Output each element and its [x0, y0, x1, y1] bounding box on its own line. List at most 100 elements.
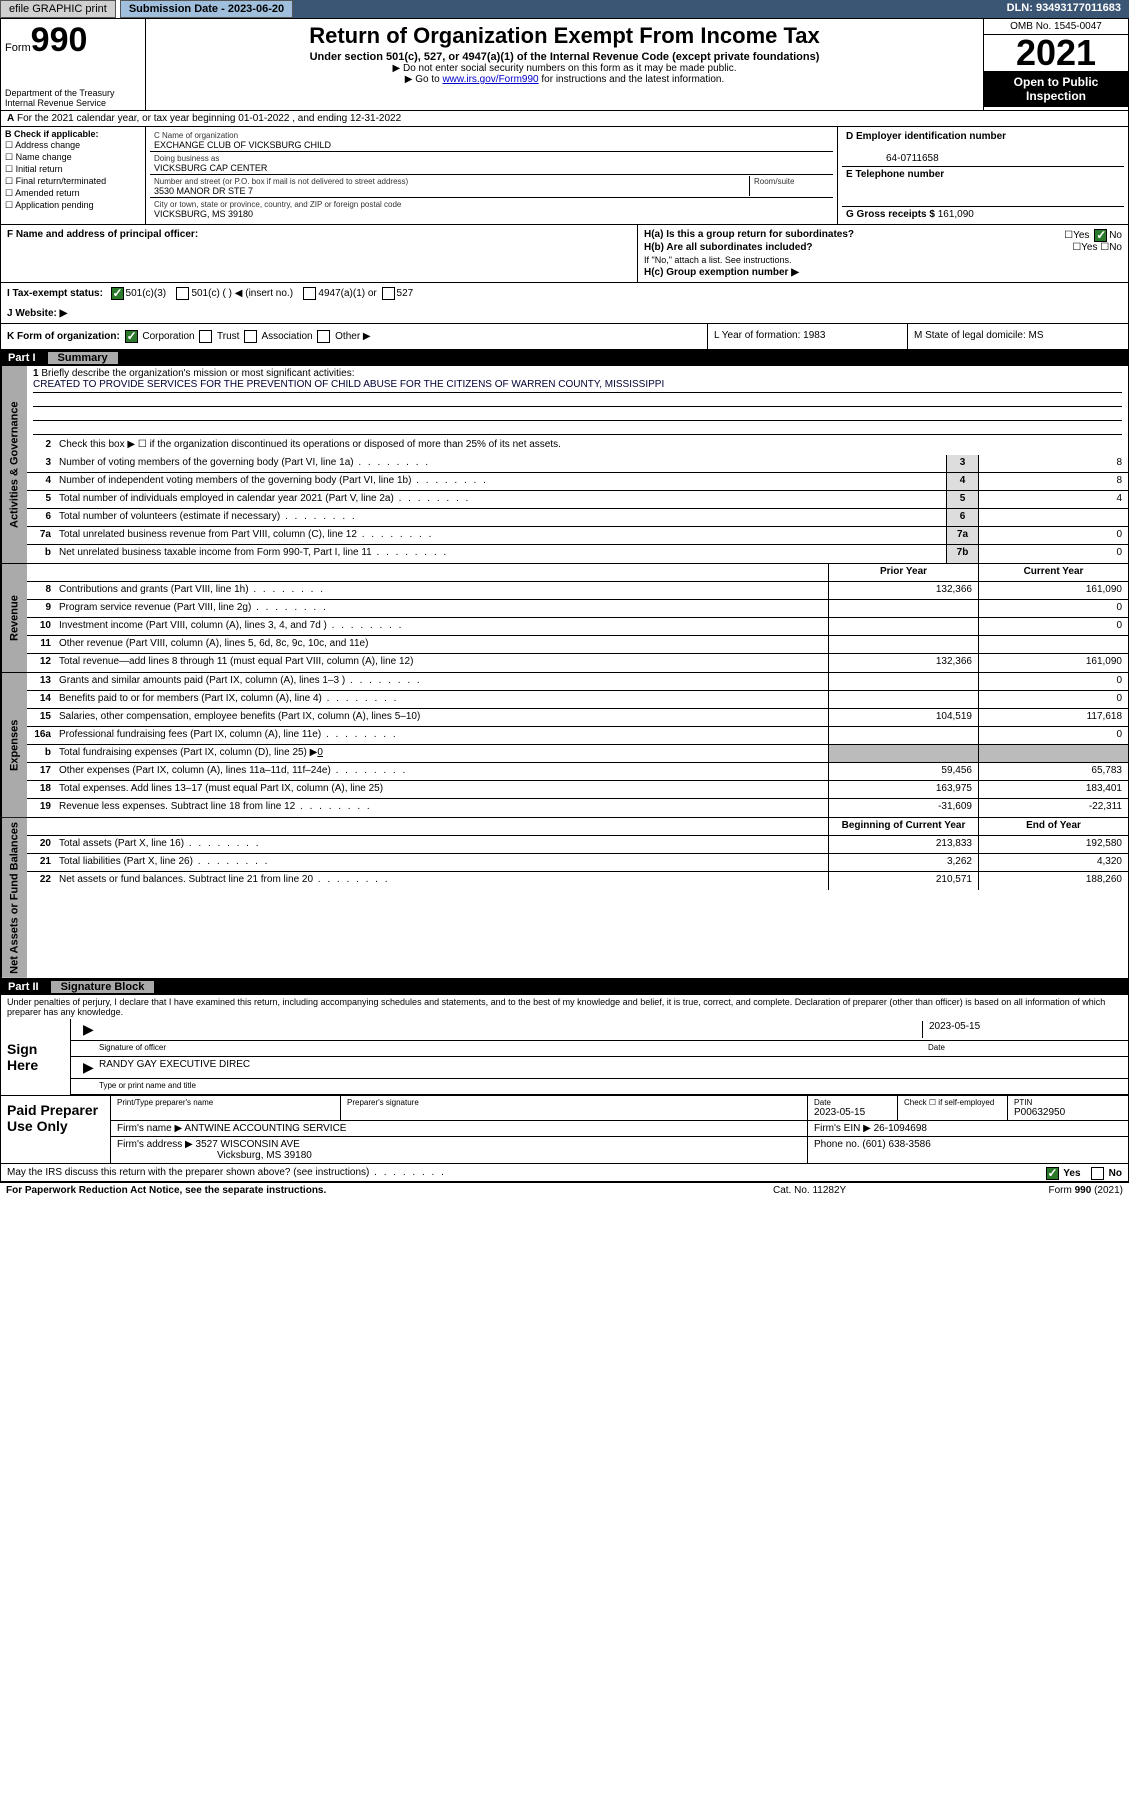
governance-section: Activities & Governance 1 Briefly descri…: [0, 366, 1129, 564]
may-no-checkbox[interactable]: [1091, 1167, 1104, 1180]
header-left: Form990 Department of the Treasury Inter…: [1, 19, 146, 110]
firm-addr1: 3527 WISCONSIN AVE: [196, 1139, 300, 1150]
vtab-netassets: Net Assets or Fund Balances: [1, 818, 27, 978]
footer-center: Cat. No. 11282Y: [773, 1185, 973, 1196]
row-j: J Website: ▶: [0, 304, 1129, 324]
may-discuss-row: May the IRS discuss this return with the…: [0, 1164, 1129, 1182]
self-emp-check[interactable]: Check ☐ if self-employed: [898, 1096, 1008, 1120]
ein-label: D Employer identification number: [846, 131, 1006, 142]
tax-year-range: For the 2021 calendar year, or tax year …: [17, 113, 401, 124]
officer-name: RANDY GAY EXECUTIVE DIREC: [93, 1059, 256, 1076]
firm-ein-label: Firm's EIN ▶: [814, 1123, 871, 1134]
may-yes-checkbox[interactable]: [1046, 1167, 1059, 1180]
cb-amended-return[interactable]: ☐ Amended return: [5, 188, 141, 199]
cb-527[interactable]: [382, 287, 395, 300]
box-deg: D Employer identification number 64-0711…: [838, 127, 1128, 224]
line-17: Other expenses (Part IX, column (A), lin…: [55, 763, 828, 780]
cb-initial-return[interactable]: ☐ Initial return: [5, 164, 141, 175]
city-label: City or town, state or province, country…: [154, 200, 401, 209]
cb-501c[interactable]: [176, 287, 189, 300]
line-18: Total expenses. Add lines 13–17 (must eq…: [55, 781, 828, 798]
part2-num: Part II: [8, 981, 51, 993]
irs-link[interactable]: www.irs.gov/Form990: [442, 74, 538, 85]
c15: 117,618: [978, 709, 1128, 726]
part1-num: Part I: [8, 352, 48, 364]
c16a: 0: [978, 727, 1128, 744]
vtab-governance: Activities & Governance: [1, 366, 27, 563]
c12: 161,090: [978, 654, 1128, 672]
signature-block: Under penalties of perjury, I declare th…: [0, 995, 1129, 1096]
c9: 0: [978, 600, 1128, 617]
cb-address-change[interactable]: ☐ Address change: [5, 140, 141, 151]
website-label: J Website: ▶: [7, 308, 67, 319]
line-7a: Total unrelated business revenue from Pa…: [55, 527, 946, 544]
p17: 59,456: [828, 763, 978, 780]
p14: [828, 691, 978, 708]
line-10: Investment income (Part VIII, column (A)…: [55, 618, 828, 635]
line-3: Number of voting members of the governin…: [55, 455, 946, 472]
line-14: Benefits paid to or for members (Part IX…: [55, 691, 828, 708]
ein-value: 64-0711658: [846, 153, 939, 164]
efile-button[interactable]: efile GRAPHIC print: [0, 0, 116, 18]
firm-ein: 26-1094698: [874, 1123, 927, 1134]
section-bcdefg: B Check if applicable: ☐ Address change …: [0, 127, 1129, 225]
cb-4947[interactable]: [303, 287, 316, 300]
p18: 163,975: [828, 781, 978, 798]
firm-addr-label: Firm's address ▶: [117, 1139, 193, 1150]
sig-date: 2023-05-15: [922, 1021, 1122, 1038]
c19: -22,311: [978, 799, 1128, 817]
line-4: Number of independent voting members of …: [55, 473, 946, 490]
sig-officer-label: Signature of officer: [93, 1043, 922, 1054]
ptin-label: PTIN: [1014, 1098, 1122, 1107]
cb-app-pending[interactable]: ☐ Application pending: [5, 200, 141, 211]
line-16b: Total fundraising expenses (Part IX, col…: [55, 745, 828, 762]
cb-assoc[interactable]: [244, 330, 257, 343]
firm-phone-label: Phone no.: [814, 1139, 860, 1150]
org-name: EXCHANGE CLUB OF VICKSBURG CHILD: [154, 140, 331, 150]
footer-right: Form 990 (2021): [973, 1185, 1123, 1196]
gross-receipts-label: G Gross receipts $: [846, 209, 935, 220]
topbar-spacer: [293, 0, 999, 18]
preparer-label: Paid Preparer Use Only: [1, 1096, 111, 1163]
ha-no-checkbox[interactable]: [1094, 229, 1107, 242]
subtitle-3: ▶ Go to www.irs.gov/Form990 for instruct…: [152, 74, 977, 85]
arrow-icon-2: ▶: [77, 1059, 93, 1076]
line-16a: Professional fundraising fees (Part IX, …: [55, 727, 828, 744]
501c3-label: 501(c)(3): [126, 288, 167, 299]
row-klm: K Form of organization: Corporation Trus…: [0, 324, 1129, 350]
cb-trust[interactable]: [199, 330, 212, 343]
officer-name-label: Type or print name and title: [93, 1081, 202, 1092]
cb-name-change[interactable]: ☐ Name change: [5, 152, 141, 163]
phone-label: E Telephone number: [846, 169, 944, 180]
val-3: 8: [978, 455, 1128, 472]
p19: -31,609: [828, 799, 978, 817]
c8: 161,090: [978, 582, 1128, 599]
header-right: OMB No. 1545-0047 2021 Open to Public In…: [983, 19, 1128, 110]
cb-final-return[interactable]: ☐ Final return/terminated: [5, 176, 141, 187]
prep-date-label: Date: [814, 1098, 891, 1107]
principal-officer-label: F Name and address of principal officer:: [7, 229, 198, 240]
row-i: I Tax-exempt status: 501(c)(3) 501(c) ( …: [0, 283, 1129, 304]
form-header: Form990 Department of the Treasury Inter…: [0, 19, 1129, 111]
val-7a: 0: [978, 527, 1128, 544]
527-label: 527: [397, 288, 414, 299]
prep-date: 2023-05-15: [814, 1107, 865, 1118]
line-6: Total number of volunteers (estimate if …: [55, 509, 946, 526]
footer-left: For Paperwork Reduction Act Notice, see …: [6, 1185, 773, 1196]
firm-name-label: Firm's name ▶: [117, 1123, 182, 1134]
form-title: Return of Organization Exempt From Incom…: [152, 23, 977, 49]
section-a: A For the 2021 calendar year, or tax yea…: [0, 111, 1129, 127]
line-20: Total assets (Part X, line 16): [55, 836, 828, 853]
cb-other[interactable]: [317, 330, 330, 343]
revenue-section: Revenue Prior YearCurrent Year 8Contribu…: [0, 564, 1129, 673]
part1-title: Summary: [48, 352, 118, 364]
hdr-prior: Prior Year: [828, 564, 978, 581]
header-center: Return of Organization Exempt From Incom…: [146, 19, 983, 110]
p9: [828, 600, 978, 617]
cb-501c3[interactable]: [111, 287, 124, 300]
box-m: M State of legal domicile: MS: [908, 324, 1128, 349]
p16b: [828, 745, 978, 762]
line-21: Total liabilities (Part X, line 26): [55, 854, 828, 871]
cb-corp[interactable]: [125, 330, 138, 343]
c21: 4,320: [978, 854, 1128, 871]
